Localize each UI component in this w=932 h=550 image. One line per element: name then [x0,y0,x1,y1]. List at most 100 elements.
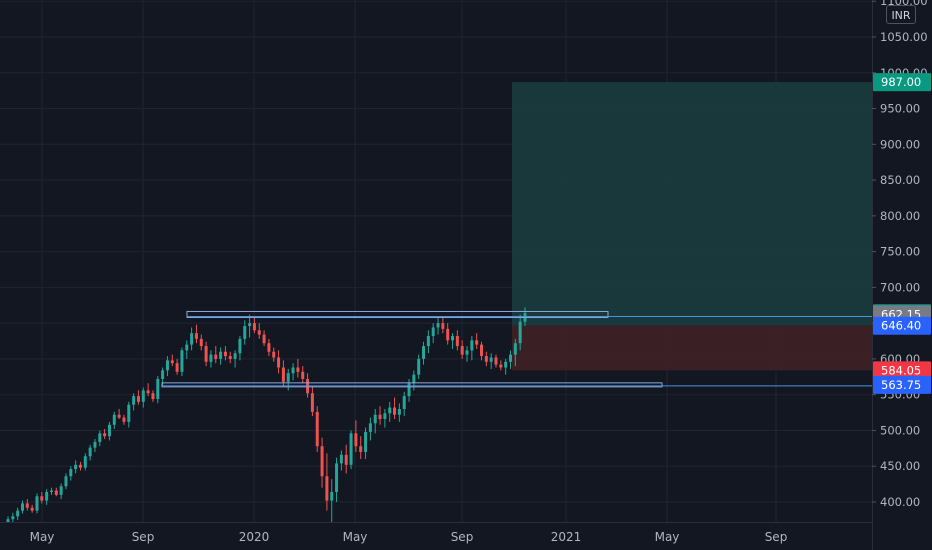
candle-body[interactable] [88,447,92,457]
candle-body[interactable] [465,350,469,355]
candle-body[interactable] [161,370,165,379]
candle-body[interactable] [6,519,10,523]
candle-body[interactable] [262,334,266,344]
candle-body[interactable] [412,374,416,384]
candle-body[interactable] [286,373,290,382]
candle-body[interactable] [489,357,493,362]
candle-body[interactable] [190,333,194,345]
candle-body[interactable] [146,390,150,394]
time-axis[interactable] [0,522,872,550]
candle-body[interactable] [107,424,111,437]
candle-body[interactable] [383,413,387,420]
candle-body[interactable] [397,409,401,415]
candle-body[interactable] [185,344,189,351]
candle-body[interactable] [296,367,300,372]
candle-body[interactable] [320,446,324,477]
candle-body[interactable] [325,476,329,501]
currency-badge[interactable]: INR [886,5,916,24]
candle-body[interactable] [170,360,174,364]
candle-body[interactable] [257,330,261,335]
resistance-zone-box[interactable] [186,310,609,318]
candle-body[interactable] [252,323,256,331]
candle-body[interactable] [83,456,87,468]
candle-body[interactable] [204,346,208,362]
candle-body[interactable] [431,327,435,337]
candle-body[interactable] [132,396,136,405]
candle-body[interactable] [59,486,63,495]
stop-zone[interactable] [512,325,872,371]
candle-body[interactable] [214,354,218,359]
candle-body[interactable] [199,338,203,347]
candle-body[interactable] [78,464,82,468]
candle-body[interactable] [64,476,68,487]
candle-body[interactable] [373,414,377,424]
candle-body[interactable] [175,363,179,372]
candle-body[interactable] [344,454,348,465]
candle-body[interactable] [451,336,455,341]
candle-body[interactable] [49,490,53,492]
candle-body[interactable] [436,323,440,328]
candle-body[interactable] [364,431,368,452]
candle-body[interactable] [475,340,479,345]
candle-body[interactable] [45,491,49,501]
candle-body[interactable] [388,407,392,414]
candle-body[interactable] [470,340,474,351]
candle-body[interactable] [518,321,522,344]
candle-body[interactable] [494,357,498,365]
candle-body[interactable] [460,346,464,355]
candle-body[interactable] [407,383,411,397]
candle-body[interactable] [20,503,24,511]
candle-body[interactable] [291,367,295,374]
candle-body[interactable] [25,503,29,508]
candle-body[interactable] [402,396,406,409]
candle-body[interactable] [117,414,121,418]
price-axis[interactable] [872,0,932,550]
target-zone[interactable] [512,82,872,326]
candle-body[interactable] [310,393,314,412]
support-zone-box[interactable] [161,382,663,388]
candle-body[interactable] [122,417,126,422]
candle-body[interactable] [194,333,198,339]
candle-body[interactable] [127,404,131,422]
candle-body[interactable] [180,350,184,372]
candle-body[interactable] [35,496,39,511]
candle-body[interactable] [112,414,116,425]
candle-body[interactable] [339,454,343,464]
candle-body[interactable] [504,361,508,368]
candle-body[interactable] [74,464,78,470]
candle-body[interactable] [40,496,44,501]
candle-body[interactable] [243,326,247,339]
candle-body[interactable] [219,351,223,359]
candle-body[interactable] [272,351,276,358]
candle-body[interactable] [422,346,426,359]
candle-body[interactable] [455,336,459,347]
candle-body[interactable] [349,433,353,465]
candle-body[interactable] [480,344,484,357]
candle-body[interactable] [141,390,145,402]
candle-body[interactable] [315,411,319,447]
candle-body[interactable] [151,393,155,399]
candle-body[interactable] [93,441,97,448]
candle-body[interactable] [136,396,140,402]
candle-body[interactable] [156,378,160,399]
candle-body[interactable] [69,469,73,477]
candle-body[interactable] [335,463,339,492]
candle-body[interactable] [378,414,382,420]
candle-body[interactable] [417,358,421,375]
candle-body[interactable] [238,338,242,354]
candle-body[interactable] [103,433,107,437]
candle-body[interactable] [513,343,517,355]
candle-body[interactable] [228,356,232,359]
candle-body[interactable] [30,507,34,511]
candle-body[interactable] [277,357,281,368]
candle-body[interactable] [301,371,305,379]
candle-body[interactable] [98,433,102,442]
candle-body[interactable] [354,433,358,447]
candle-body[interactable] [281,367,285,382]
candle-body[interactable] [359,446,363,452]
candle-body[interactable] [499,364,503,368]
candle-body[interactable] [16,510,20,517]
candle-body[interactable] [393,407,397,415]
